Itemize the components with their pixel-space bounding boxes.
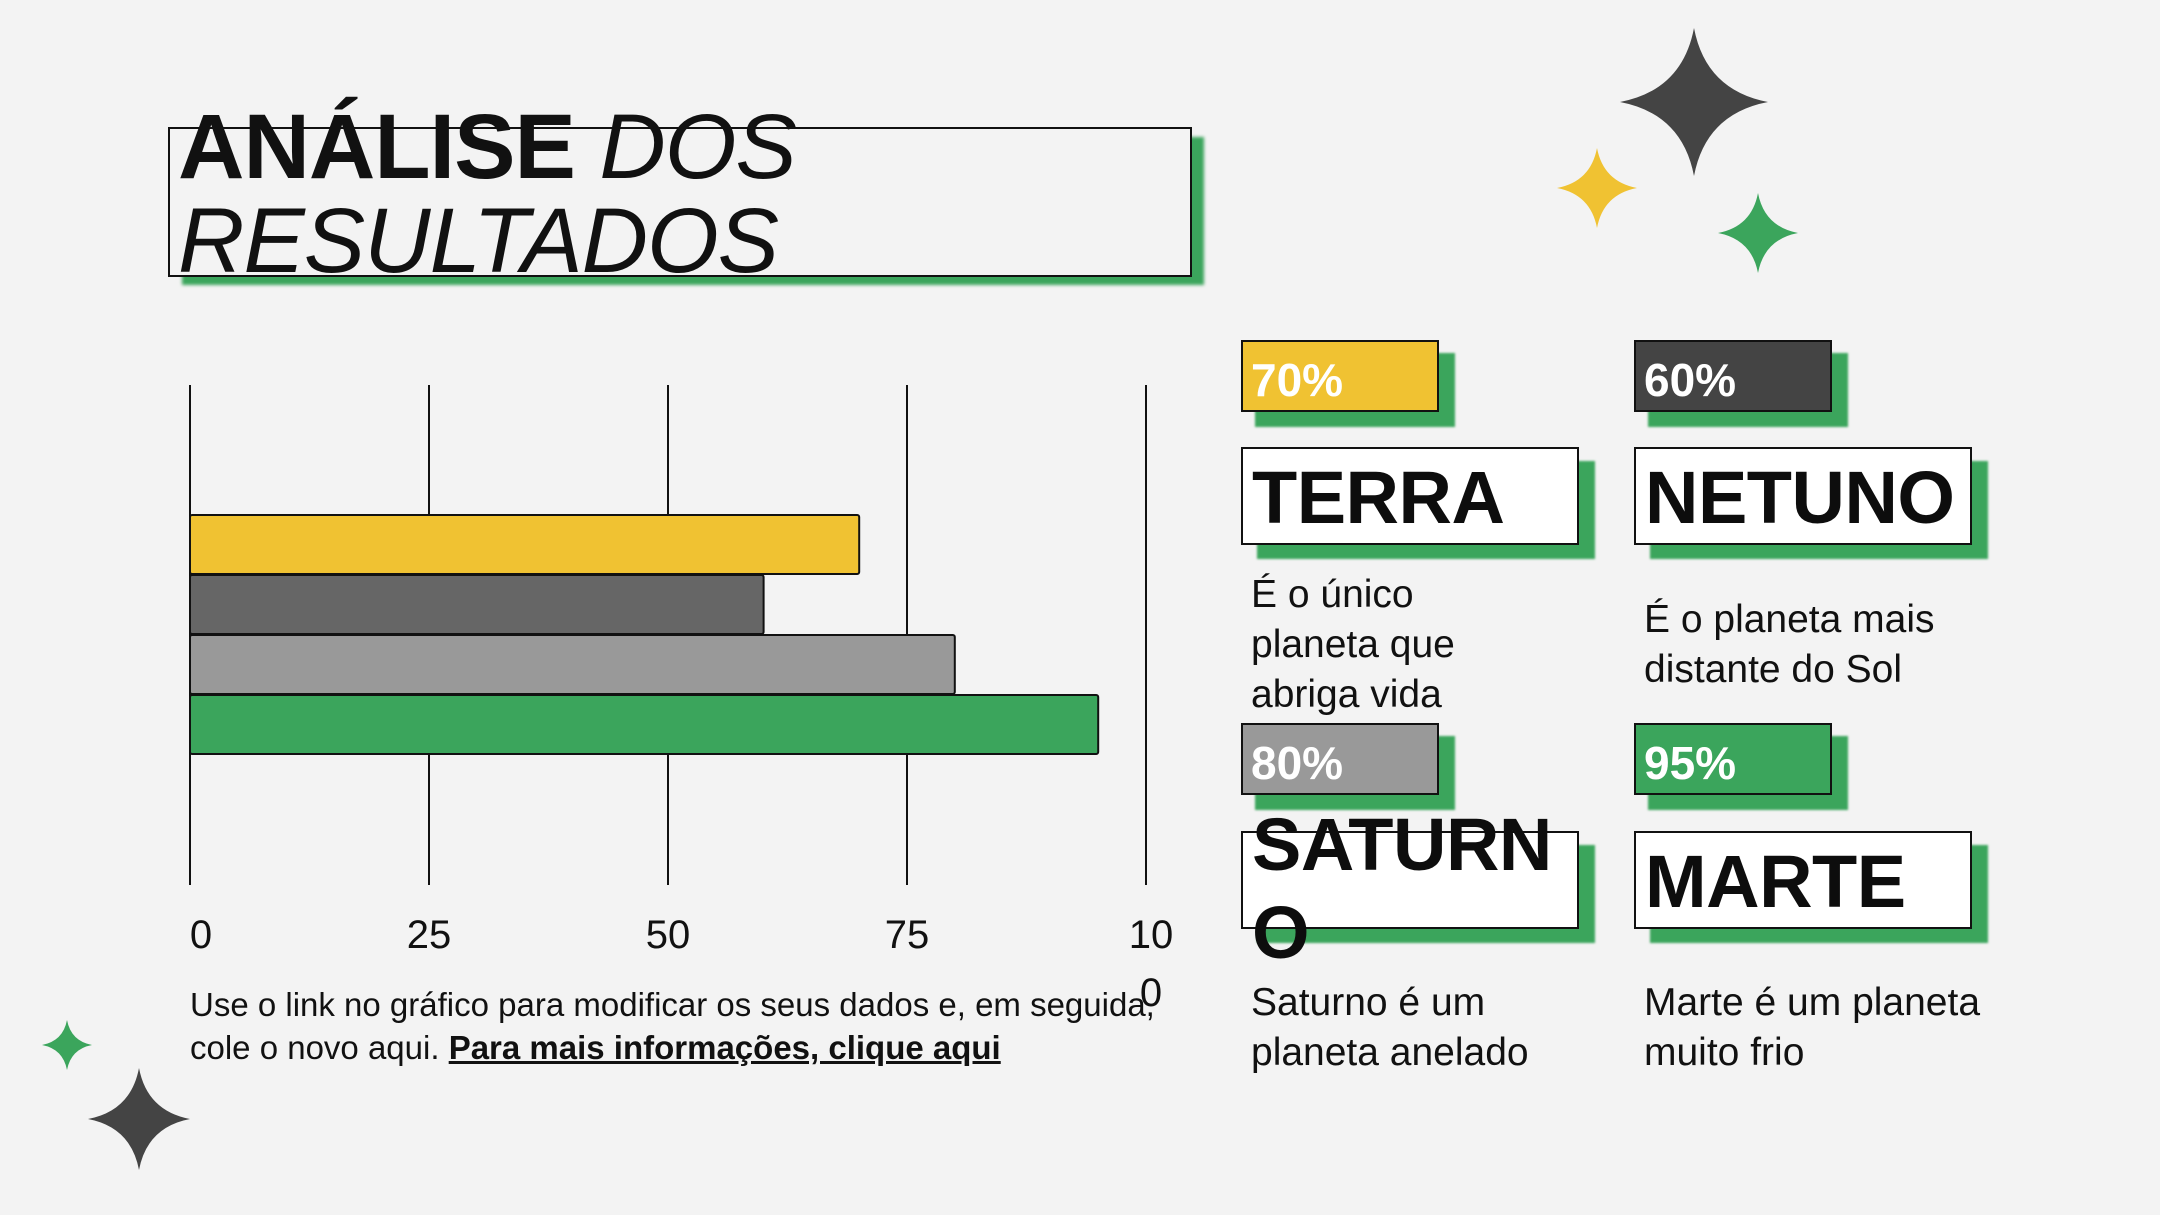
sparkle-icon	[88, 1068, 190, 1170]
x-tick-label: 75	[885, 913, 930, 957]
bar-netuno[interactable]	[189, 574, 765, 635]
name-box-terra	[1241, 447, 1579, 545]
x-tick-label: 10	[1129, 913, 1174, 957]
bar-chart[interactable]: 0 25 50 75 100	[150, 370, 1210, 1010]
x-tick-label: 0	[1140, 971, 1162, 1010]
pct-badge-netuno: 60%	[1634, 340, 1832, 412]
bar-marte[interactable]	[189, 694, 1100, 755]
title-box	[168, 127, 1192, 277]
caption: Use o link no gráfico para modificar os …	[190, 983, 1160, 1069]
card-name-saturno: SATURNO	[1252, 803, 1552, 974]
pct-badge-saturno: 80%	[1241, 723, 1439, 795]
sparkle-icon	[42, 1020, 92, 1070]
x-tick-label: 0	[190, 913, 212, 957]
sparkle-icon	[1718, 193, 1798, 273]
x-tick-label: 50	[646, 913, 691, 957]
title-italic-1: DOS	[599, 96, 796, 198]
info-link[interactable]: Para mais informações, clique aqui	[448, 1029, 1001, 1066]
card-desc-netuno: É o planeta mais distante do Sol	[1644, 598, 1935, 691]
card-desc-marte: Marte é um planeta muito frio	[1644, 981, 1981, 1074]
bar-terra[interactable]	[189, 514, 861, 575]
bar-saturno[interactable]	[189, 634, 956, 695]
name-box-saturno	[1241, 831, 1579, 929]
card-name-terra: TERRA	[1252, 456, 1505, 539]
caption-text: Use o link no gráfico para modificar os …	[190, 986, 1155, 1066]
pct-badge-marte: 95%	[1634, 723, 1832, 795]
title-bold: ANÁLISE	[178, 96, 576, 198]
x-tick-label: 25	[407, 913, 452, 957]
card-desc-terra: É o único planeta que abriga vida	[1251, 573, 1455, 716]
pct-badge-terra: 70%	[1241, 340, 1439, 412]
title-italic-2: RESULTADOS	[178, 190, 779, 292]
card-name-netuno: NETUNO	[1645, 456, 1955, 539]
card-name-marte: MARTE	[1645, 840, 1906, 923]
sparkle-icon	[1557, 148, 1637, 228]
sparkle-icon	[1620, 28, 1768, 176]
name-box-netuno	[1634, 447, 1972, 545]
name-box-marte	[1634, 831, 1972, 929]
page-title: ANÁLISE DOS RESULTADOS	[178, 100, 797, 288]
card-desc-saturno: Saturno é um planeta anelado	[1251, 981, 1529, 1074]
